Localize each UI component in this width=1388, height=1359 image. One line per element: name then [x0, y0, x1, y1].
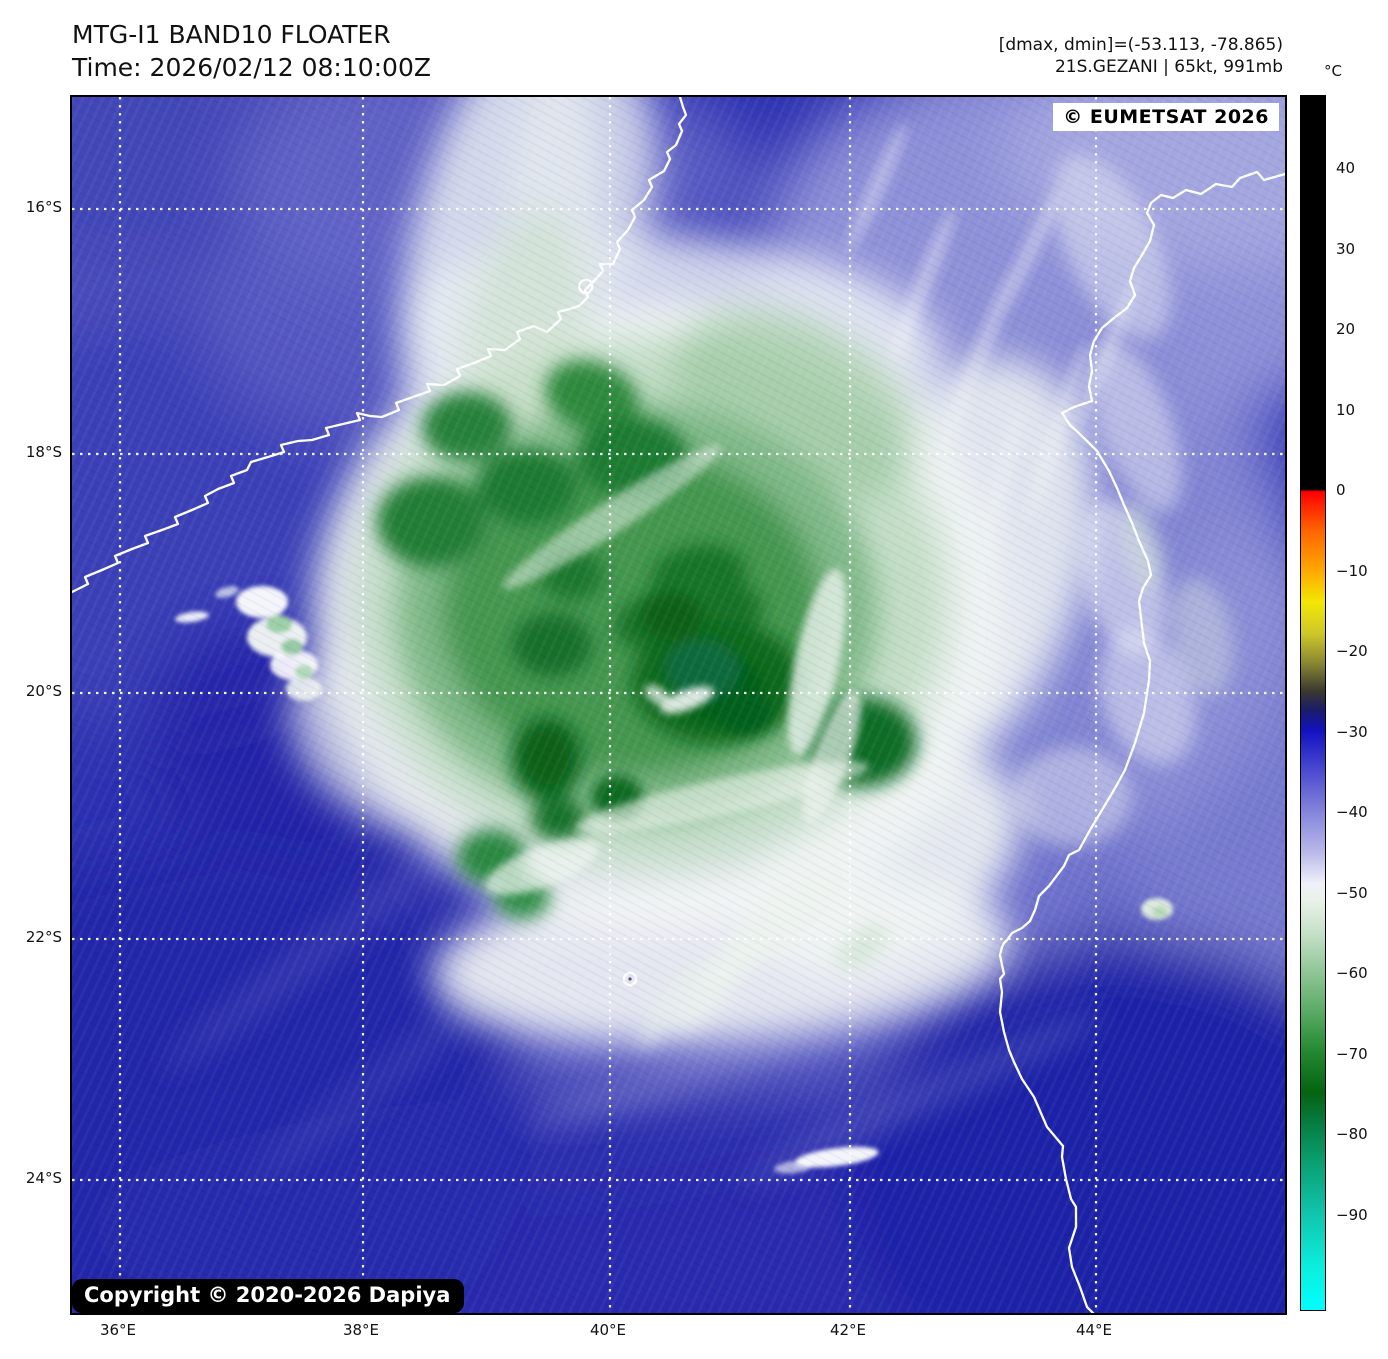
colorbar-tick-label: −50	[1336, 883, 1368, 902]
copyright-badge: Copyright © 2020-2026 Dapiya	[72, 1279, 465, 1313]
colorbar-tick-label: 40	[1336, 159, 1356, 177]
colorbar-tick-label: 20	[1336, 320, 1356, 338]
cyclone-green-mass	[357, 208, 947, 919]
y-axis-label: 18°S	[25, 443, 62, 461]
x-axis-label: 44°E	[1075, 1321, 1113, 1339]
madagascar-coastline	[998, 170, 1285, 1313]
satellite-map: © EUMETSAT 2026 Copyright © 2020-2026 Da…	[70, 95, 1287, 1315]
y-axis-label: 22°S	[25, 928, 62, 946]
africa-coastline	[72, 97, 688, 594]
cyclone-white-fingers	[638, 866, 887, 1048]
satellite-imagery	[72, 97, 1285, 1313]
colorbar-tick-label: −30	[1336, 722, 1368, 741]
colorbar-tick-label: 30	[1336, 239, 1356, 258]
colorbar-tick-label: −70	[1336, 1044, 1368, 1063]
coastlines	[72, 97, 1285, 1313]
coastal-cloud-cluster	[175, 586, 322, 701]
coastal-clouds	[1012, 154, 1234, 847]
storm-info: 21S.GEZANI | 65kt, 991mb	[1054, 57, 1283, 77]
x-axis-label: 38°E	[342, 1321, 380, 1339]
y-axis-label: 24°S	[25, 1169, 62, 1187]
small-features	[622, 898, 1173, 1174]
temperature-colorbar	[1300, 95, 1326, 1311]
colorbar-tick-label: −10	[1336, 561, 1368, 580]
dmax-dmin-readout: [dmax, dmin]=(-53.113, -78.865)	[998, 35, 1283, 55]
y-axis-label: 16°S	[25, 198, 62, 216]
annotation-block: [dmax, dmin]=(-53.113, -78.865) 21S.GEZA…	[683, 34, 1283, 78]
page-title: MTG-I1 BAND10 FLOATER	[72, 20, 391, 49]
colorbar-tick-label: 0	[1336, 481, 1346, 499]
timestamp: Time: 2026/02/12 08:10:00Z	[72, 53, 431, 82]
y-axis-label: 20°S	[25, 682, 62, 700]
title-block: MTG-I1 BAND10 FLOATER Time: 2026/02/12 0…	[72, 18, 431, 84]
colorbar-tick-label: 10	[1336, 400, 1356, 419]
colorbar-tick-label: −60	[1336, 964, 1368, 982]
x-axis-label: 36°E	[99, 1321, 137, 1339]
x-axis-label: 40°E	[589, 1321, 627, 1339]
colorbar-tick-label: −90	[1336, 1205, 1368, 1224]
colorbar-tick-label: −40	[1336, 803, 1368, 821]
x-axis-label: 42°E	[829, 1321, 867, 1339]
inner-white-swirls	[485, 444, 869, 895]
colorbar-tick-label: −80	[1336, 1125, 1368, 1143]
africa-coast-curl	[578, 278, 594, 295]
colorbar-tick-label: −20	[1336, 642, 1368, 660]
eumetsat-badge: © EUMETSAT 2026	[1053, 103, 1279, 131]
colorbar-unit-label: °C	[1324, 62, 1342, 80]
coldest-core	[525, 593, 772, 819]
